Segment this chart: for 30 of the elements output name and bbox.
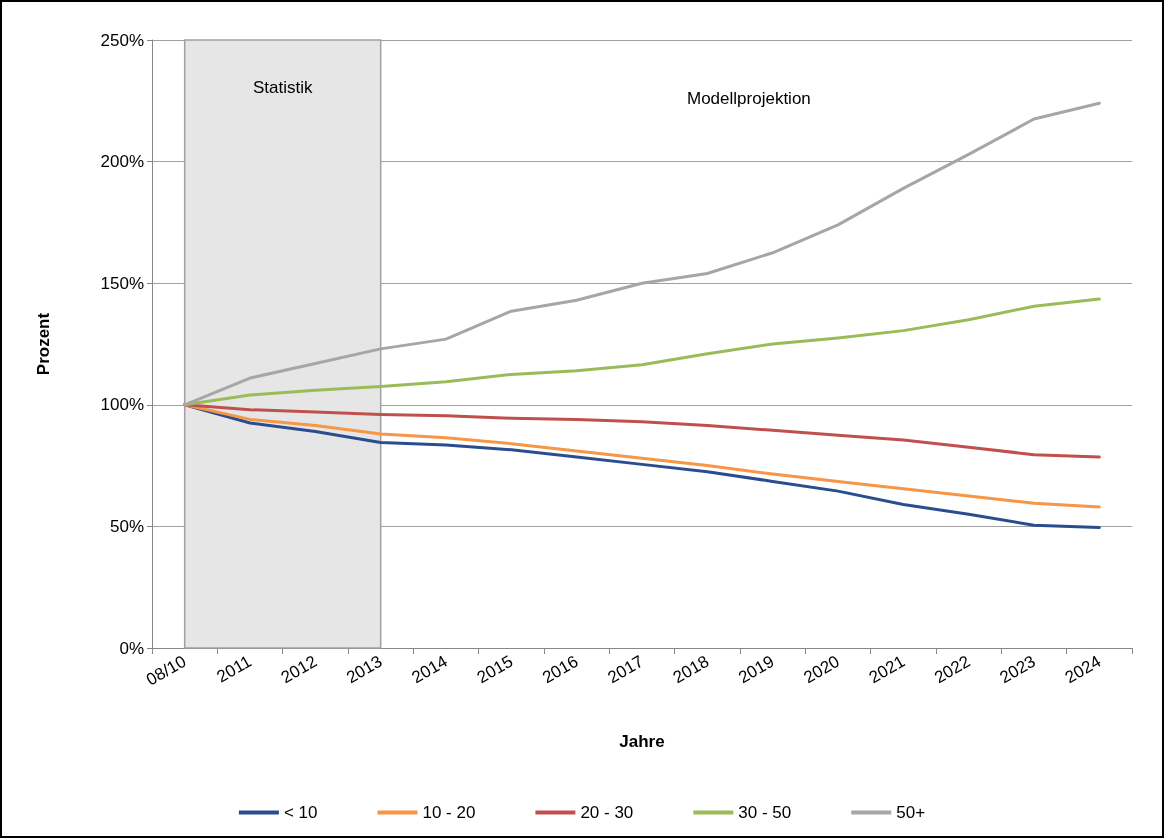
annotation: Modellprojektion — [687, 89, 811, 108]
y-tick-label: 50% — [109, 516, 144, 536]
x-tick-label: 2016 — [539, 651, 582, 688]
x-tick-label: 2023 — [996, 651, 1039, 688]
y-tick-label: 100% — [100, 395, 144, 415]
x-tick-label: 2024 — [1061, 651, 1105, 688]
legend-label: 30 - 50 — [738, 803, 792, 822]
y-tick-label: 250% — [100, 30, 144, 50]
y-tick-label: 150% — [100, 273, 144, 293]
band-label: Statistik — [252, 78, 313, 98]
x-tick-label: 2018 — [669, 651, 713, 688]
legend-label: 50+ — [896, 803, 926, 822]
y-axis-title: Prozent — [34, 312, 53, 376]
y-tick-label: 200% — [100, 152, 144, 172]
y-tick-label: 0% — [119, 638, 144, 658]
x-tick-label: 2011 — [213, 651, 255, 687]
x-tick-label: 2015 — [473, 651, 517, 688]
legend-label: 20 - 30 — [580, 803, 634, 822]
x-tick-label: 2012 — [277, 651, 321, 688]
x-tick-label: 2022 — [931, 651, 974, 688]
x-axis-title: Jahre — [619, 732, 665, 751]
line-series — [183, 403, 1101, 509]
legend-label: < 10 — [283, 803, 318, 822]
legend-label: 10 - 20 — [422, 803, 476, 822]
x-tick-label: 2014 — [408, 651, 451, 688]
x-tick-label: 2013 — [343, 651, 386, 688]
x-tick-label: 2017 — [604, 651, 647, 688]
x-tick-label: 2021 — [865, 651, 909, 688]
x-tick-label: 2019 — [735, 651, 778, 688]
x-tick-label: 2020 — [800, 651, 843, 688]
